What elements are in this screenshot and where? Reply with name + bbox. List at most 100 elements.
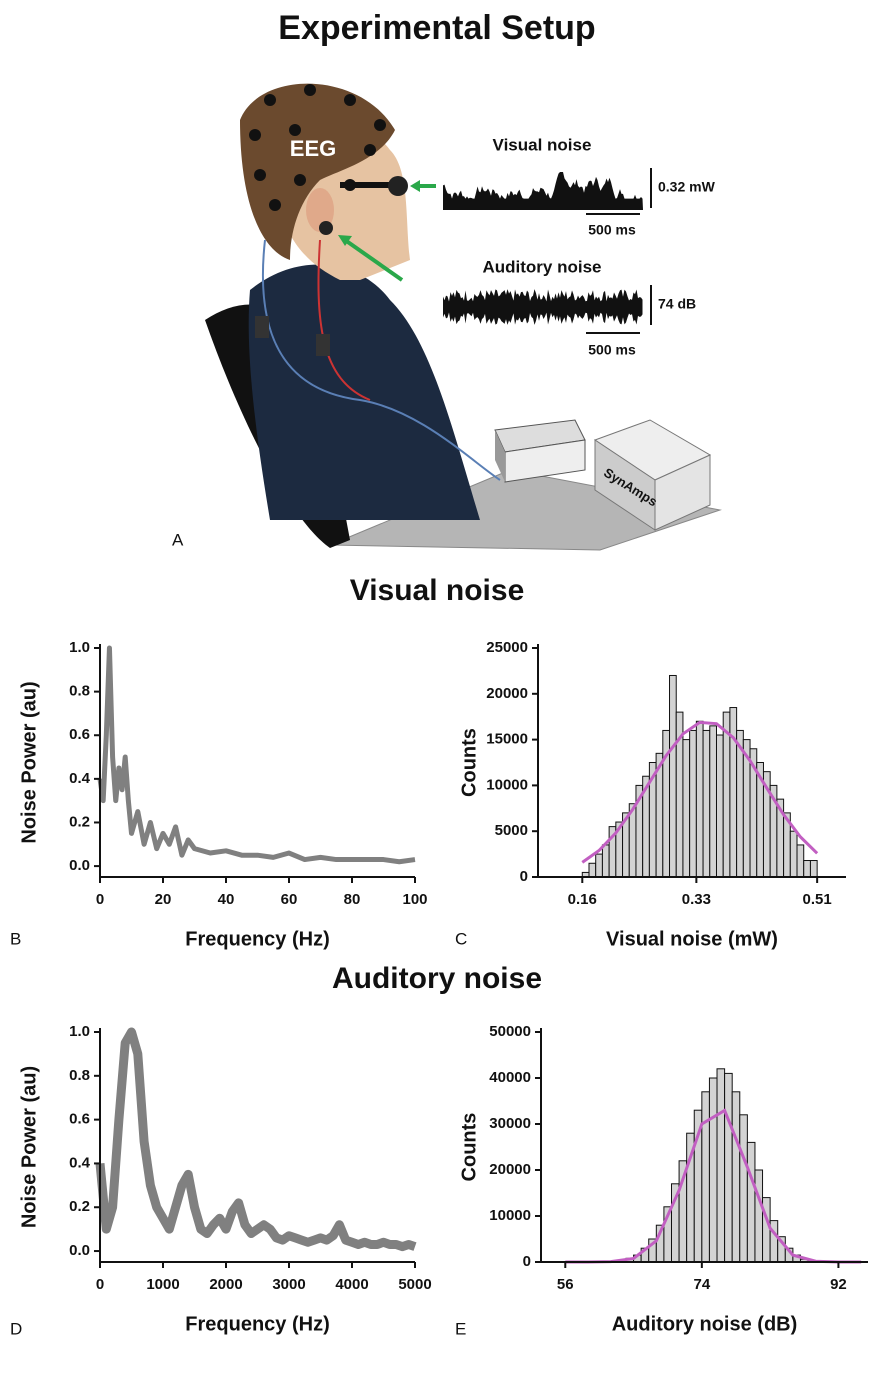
time-label: 500 ms	[588, 342, 636, 358]
y-tick-label: 0.2	[69, 1198, 90, 1215]
scale-label: 0.32 mW	[658, 179, 716, 195]
histogram-bar	[810, 861, 817, 877]
histogram-bar	[790, 831, 797, 877]
y-tick-label: 20000	[486, 685, 528, 702]
y-tick-label: 1.0	[69, 1023, 90, 1040]
x-tick-label: 20	[155, 891, 172, 908]
x-axis-label: Frequency (Hz)	[185, 1313, 329, 1335]
trace-title: Visual noise	[493, 135, 592, 154]
x-tick-label: 0.33	[682, 891, 711, 908]
histogram-bar	[797, 845, 804, 877]
histogram-bar	[710, 726, 717, 877]
histogram-bar	[804, 861, 811, 877]
histogram-bar	[716, 735, 723, 877]
y-tick-label: 0.6	[69, 726, 90, 743]
y-tick-label: 0	[523, 1253, 531, 1270]
y-tick-label: 0.8	[69, 1067, 90, 1084]
y-axis-label: Noise Power (au)	[18, 1066, 40, 1228]
y-axis-label: Counts	[458, 728, 480, 797]
scale-label: 74 dB	[658, 296, 696, 312]
y-axis-label: Noise Power (au)	[18, 681, 40, 843]
histogram-bar	[723, 712, 730, 877]
histogram-bar	[683, 740, 690, 877]
y-tick-label: 1.0	[69, 639, 90, 656]
x-tick-label: 4000	[335, 1276, 368, 1293]
y-tick-label: 20000	[489, 1161, 531, 1178]
x-tick-label: 40	[218, 891, 235, 908]
y-tick-label: 0.0	[69, 1242, 90, 1259]
noise-trace	[443, 289, 643, 325]
x-tick-label: 0.51	[803, 891, 832, 908]
histogram-bar	[702, 1092, 710, 1262]
section-title: Auditory noise	[332, 962, 542, 995]
histogram-bar	[747, 1142, 755, 1262]
led	[388, 176, 408, 196]
x-axis-label: Auditory noise (dB)	[612, 1313, 798, 1335]
y-tick-label: 25000	[486, 639, 528, 656]
histogram-bar	[602, 845, 609, 877]
clip	[316, 334, 330, 356]
histogram-bar	[703, 730, 710, 877]
panel-letter: C	[455, 929, 467, 948]
figure: Experimental Setup EEG Visual noise	[0, 0, 875, 1372]
y-tick-label: 0.2	[69, 813, 90, 830]
page: {"figure_title": "Experimental Setup", "…	[0, 0, 875, 1377]
x-tick-label: 0	[96, 891, 104, 908]
histogram-bar	[596, 854, 603, 877]
section-title: Visual noise	[350, 574, 525, 607]
y-tick-label: 15000	[486, 731, 528, 748]
histogram-bar	[709, 1078, 717, 1262]
histogram-bar	[770, 1221, 778, 1262]
y-tick-label: 0.8	[69, 683, 90, 700]
histogram-bar	[589, 863, 596, 877]
x-tick-label: 1000	[146, 1276, 179, 1293]
y-tick-label: 10000	[489, 1207, 531, 1224]
histogram-bar	[690, 730, 697, 877]
x-tick-label: 92	[830, 1276, 847, 1293]
x-tick-label: 74	[694, 1276, 711, 1293]
histogram-bar	[732, 1092, 740, 1262]
histogram-bar	[740, 1115, 748, 1262]
x-tick-label: 100	[402, 891, 427, 908]
x-tick-label: 5000	[398, 1276, 431, 1293]
histogram-bar	[730, 708, 737, 877]
histogram-bar	[755, 1170, 763, 1262]
x-tick-label: 2000	[209, 1276, 242, 1293]
figure-title: Experimental Setup	[278, 9, 595, 47]
earphone	[319, 221, 333, 235]
y-axis-label: Counts	[458, 1113, 480, 1182]
noise-trace	[443, 172, 643, 210]
trace-title: Auditory noise	[482, 257, 601, 276]
panel-letter: A	[172, 530, 184, 549]
x-tick-label: 0.16	[568, 891, 597, 908]
spectrum-line	[100, 1032, 415, 1247]
y-tick-label: 0.6	[69, 1111, 90, 1128]
eeg-label: EEG	[290, 136, 336, 161]
histogram-bar	[670, 675, 677, 877]
y-tick-label: 0.4	[69, 770, 91, 787]
histogram-bar	[717, 1069, 725, 1262]
y-tick-label: 40000	[489, 1069, 531, 1086]
x-axis-label: Frequency (Hz)	[185, 928, 329, 950]
panel-letter: D	[10, 1319, 22, 1338]
time-label: 500 ms	[588, 222, 636, 238]
histogram-bar	[696, 721, 703, 877]
y-tick-label: 5000	[495, 822, 528, 839]
x-axis-label: Visual noise (mW)	[606, 928, 778, 950]
y-tick-label: 10000	[486, 776, 528, 793]
panel-letter: B	[10, 929, 21, 948]
arrow-head	[410, 180, 420, 192]
y-tick-label: 0.0	[69, 857, 90, 874]
spectrum-line	[100, 648, 415, 862]
clip	[255, 316, 269, 338]
y-tick-label: 0	[520, 868, 528, 885]
x-tick-label: 80	[344, 891, 361, 908]
x-tick-label: 3000	[272, 1276, 305, 1293]
y-tick-label: 0.4	[69, 1154, 91, 1171]
y-tick-label: 30000	[489, 1115, 531, 1132]
y-tick-label: 50000	[489, 1023, 531, 1040]
x-tick-label: 56	[557, 1276, 574, 1293]
x-tick-label: 0	[96, 1276, 104, 1293]
histogram-bar	[725, 1073, 733, 1262]
panel-letter: E	[455, 1319, 466, 1338]
